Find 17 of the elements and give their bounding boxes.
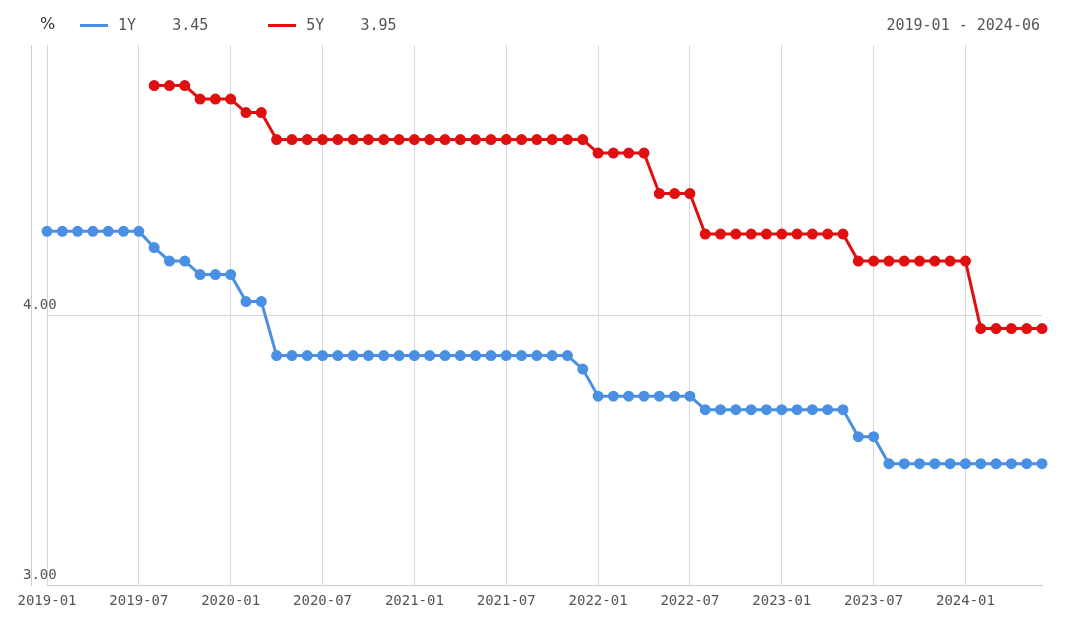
legend-label: 1Y 3.45	[118, 16, 209, 34]
y-tick-label: 3.00	[23, 565, 57, 582]
x-tick-label: 2023-07	[844, 592, 904, 609]
y-tick-label: 4.00	[23, 295, 57, 312]
x-tick-label: 2022-01	[568, 592, 628, 609]
x-tick-label: 2021-01	[384, 592, 444, 609]
x-tick-label: 2019-07	[109, 592, 169, 609]
legend-label: 5Y 3.95	[306, 16, 397, 34]
x-tick-label: 2023-01	[752, 592, 812, 609]
x-tick-label: 2022-07	[660, 592, 720, 609]
y-axis-title: %	[40, 14, 56, 33]
x-tick-label: 2020-01	[201, 592, 261, 609]
x-tick-label: 2024-01	[935, 592, 995, 609]
chart-subtitle: 2019-01 - 2024-06	[886, 16, 1040, 34]
x-tick-label: 2019-01	[17, 592, 77, 609]
x-tick-label: 2020-07	[293, 592, 353, 609]
x-tick-label: 2021-07	[476, 592, 536, 609]
